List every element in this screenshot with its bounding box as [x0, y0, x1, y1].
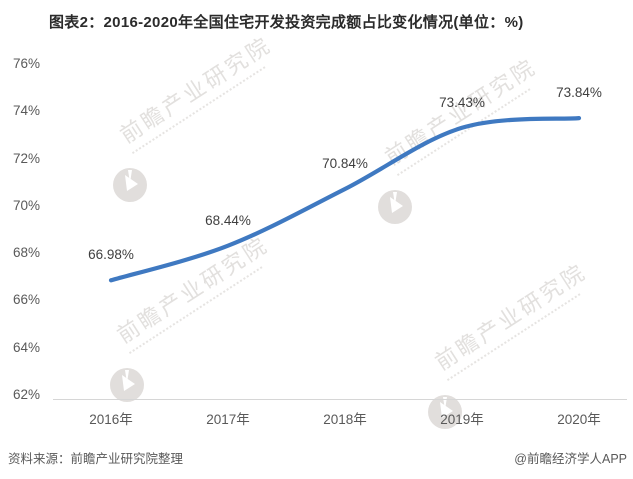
chart-title: 图表2：2016-2020年全国住宅开发投资完成额占比变化情况(单位：%) [49, 14, 524, 31]
x-axis-tick-label: 2016年 [89, 412, 133, 427]
data-label: 73.43% [439, 94, 485, 110]
x-axis-tick-label: 2019年 [440, 412, 484, 427]
data-label: 70.84% [322, 155, 368, 171]
data-label: 66.98% [88, 247, 134, 263]
y-axis-tick-label: 70% [12, 197, 40, 213]
x-axis-tick-label: 2020年 [557, 412, 601, 427]
data-label: 68.44% [205, 212, 251, 228]
y-axis-tick-label: 72% [12, 150, 40, 166]
data-label: 73.84% [556, 85, 602, 101]
qianzhan-logo-icon [378, 190, 412, 224]
y-axis-tick-label: 66% [12, 292, 40, 308]
watermark-text: 前瞻产业研究院 [428, 255, 595, 381]
source-note: 资料来源：前瞻产业研究院整理 [8, 452, 184, 466]
y-axis-tick-label: 68% [12, 245, 40, 261]
x-axis-line [53, 399, 627, 400]
x-axis-tick-label: 2017年 [206, 412, 250, 427]
watermark-text: 前瞻产业研究院 [378, 50, 545, 176]
y-axis-tick-label: 62% [12, 387, 40, 402]
y-axis-tick-label: 64% [12, 339, 40, 355]
qianzhan-logo-icon [110, 368, 144, 402]
watermark-text: 前瞻产业研究院 [113, 28, 280, 154]
y-axis-tick-label: 74% [12, 103, 40, 119]
y-axis-tick-label: 76% [12, 56, 40, 71]
credit-note: @前瞻经济学人APP [514, 452, 627, 466]
x-axis-tick-label: 2018年 [323, 412, 367, 427]
qianzhan-logo-icon [113, 168, 147, 202]
